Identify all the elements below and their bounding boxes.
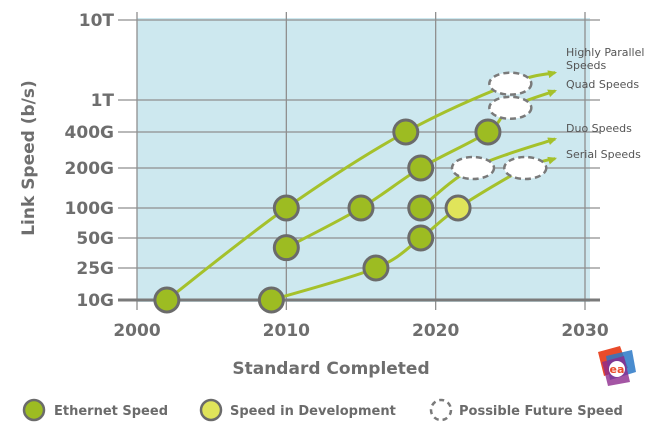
series-label: Highly Parallel Speeds [566, 46, 644, 72]
ethernet-speed-marker [153, 286, 181, 314]
legend-future-marker [429, 398, 453, 422]
x-tick-label: 2000 [113, 321, 160, 341]
development-speed-marker [444, 194, 472, 222]
x-axis-title: Standard Completed [232, 359, 429, 379]
x-tick-label: 2030 [561, 321, 608, 341]
series-label: Quad Speeds [566, 78, 639, 91]
y-tick-label: 200G [65, 159, 114, 179]
y-tick-label: 10T [79, 11, 115, 31]
future-speed-marker [450, 155, 496, 181]
future-speed-marker [488, 71, 533, 96]
ethernet-speed-marker [362, 254, 390, 282]
ethernet-speed-marker [474, 118, 502, 146]
y-tick-label: 100G [65, 199, 114, 219]
series-label: Duo Speeds [566, 122, 632, 135]
legend-ethernet-marker [22, 398, 46, 422]
ethernet-speed-marker [407, 224, 435, 252]
logo-icon: ea [598, 346, 636, 386]
axes: 10G 25G 50G 100G 200G 400G 1T 10T 2000 2010 2020 20… [65, 11, 609, 341]
y-tick-label: 10G [76, 291, 114, 311]
ethernet-speed-marker [407, 154, 435, 182]
y-tick-label: 1T [91, 91, 115, 111]
legend-development-label: Speed in Development [230, 404, 396, 419]
ethernet-speed-marker [392, 118, 420, 146]
x-tick-label: 2010 [263, 321, 310, 341]
series-labels: Highly Parallel Speeds Quad Speeds Duo Spee… [566, 46, 644, 161]
ethernet-speed-marker [407, 194, 435, 222]
data-points [153, 71, 548, 314]
ethernet-speed-marker [272, 234, 300, 262]
ethernet-speed-marker [272, 194, 300, 222]
ethernet-speed-marker [257, 286, 285, 314]
ethernet-speed-marker [347, 194, 375, 222]
legend: Ethernet Speed Speed in Development Poss… [22, 398, 623, 422]
legend-future-label: Possible Future Speed [459, 404, 623, 419]
y-tick-label: 50G [76, 229, 114, 249]
future-speed-marker [488, 95, 533, 121]
y-tick-label: 400G [65, 123, 114, 143]
future-speed-marker [503, 155, 548, 181]
svg-text:ea: ea [610, 363, 625, 376]
x-tick-label: 2020 [412, 321, 459, 341]
series-label: Serial Speeds [566, 148, 641, 161]
legend-ethernet-label: Ethernet Speed [54, 404, 168, 419]
legend-development-marker [199, 398, 223, 422]
y-axis-title: Link Speed (b/s) [19, 80, 39, 236]
y-tick-label: 25G [76, 259, 114, 279]
